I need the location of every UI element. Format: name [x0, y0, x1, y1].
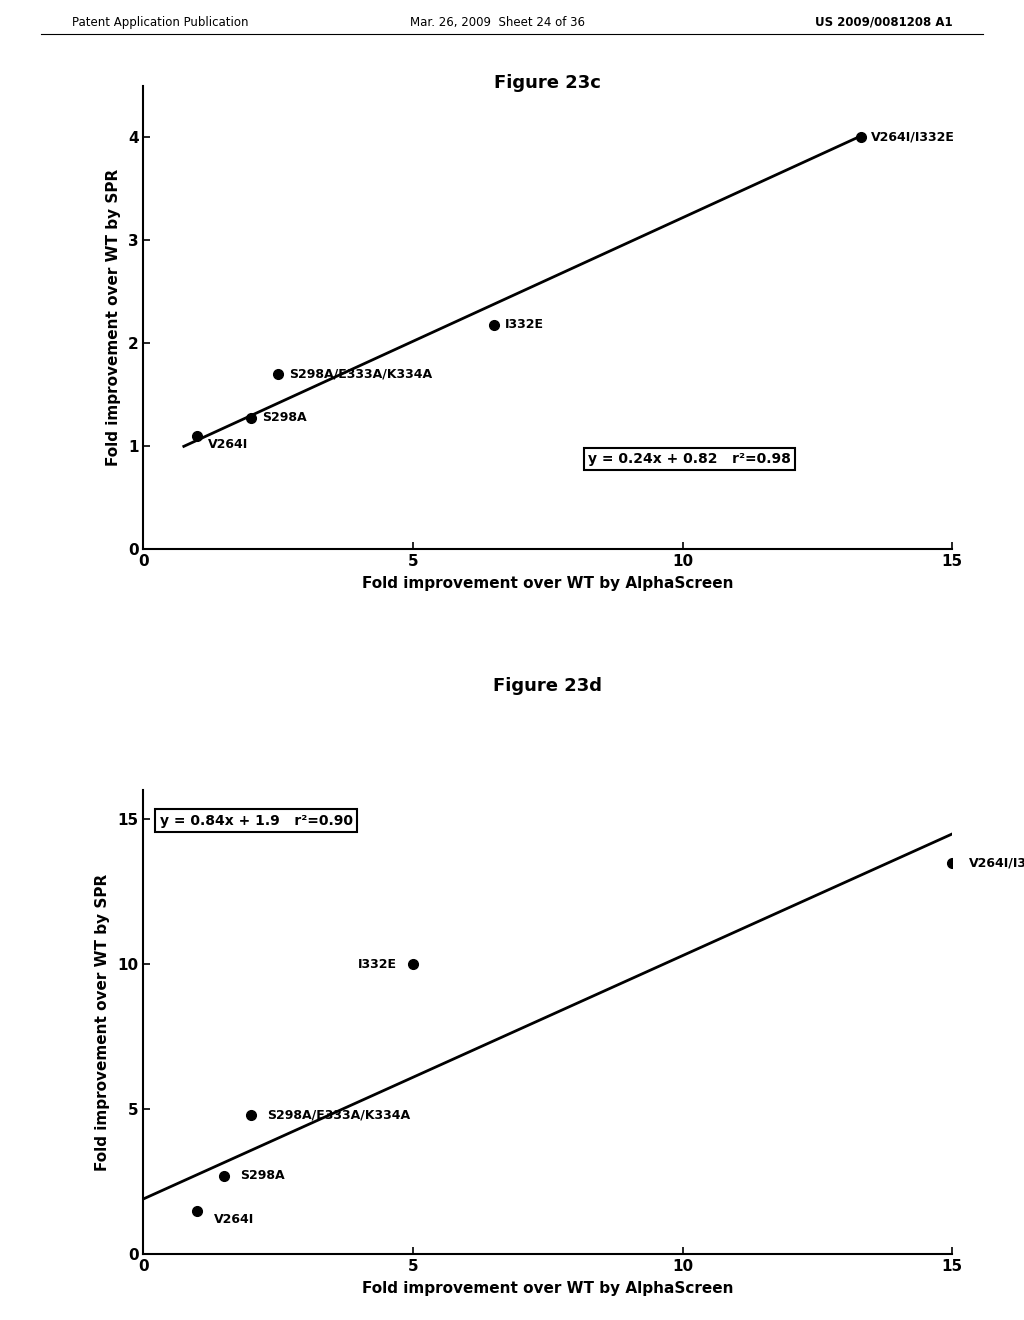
X-axis label: Fold improvement over WT by AlphaScreen: Fold improvement over WT by AlphaScreen [362, 576, 733, 591]
Text: I332E: I332E [357, 958, 397, 970]
Text: S298A: S298A [262, 411, 306, 424]
Text: y = 0.24x + 0.82   r²=0.98: y = 0.24x + 0.82 r²=0.98 [588, 451, 792, 466]
Text: Mar. 26, 2009  Sheet 24 of 36: Mar. 26, 2009 Sheet 24 of 36 [410, 16, 585, 29]
Text: Figure 23c: Figure 23c [495, 74, 601, 92]
Text: S298A/E333A/K334A: S298A/E333A/K334A [267, 1109, 411, 1122]
Text: V264I: V264I [213, 1213, 254, 1226]
Text: S298A/E333A/K334A: S298A/E333A/K334A [289, 368, 432, 380]
Text: V264I/I332E: V264I/I332E [969, 857, 1024, 870]
Text: US 2009/0081208 A1: US 2009/0081208 A1 [815, 16, 952, 29]
Y-axis label: Fold improvement over WT by SPR: Fold improvement over WT by SPR [95, 874, 111, 1171]
Text: S298A: S298A [241, 1170, 285, 1183]
Text: V264I/I332E: V264I/I332E [871, 131, 955, 144]
Text: V264I: V264I [208, 438, 249, 451]
Text: I332E: I332E [505, 318, 544, 331]
Text: Patent Application Publication: Patent Application Publication [72, 16, 248, 29]
Text: y = 0.84x + 1.9   r²=0.90: y = 0.84x + 1.9 r²=0.90 [160, 813, 352, 828]
X-axis label: Fold improvement over WT by AlphaScreen: Fold improvement over WT by AlphaScreen [362, 1280, 733, 1296]
Text: Figure 23d: Figure 23d [494, 677, 602, 696]
Y-axis label: Fold improvement over WT by SPR: Fold improvement over WT by SPR [105, 169, 121, 466]
